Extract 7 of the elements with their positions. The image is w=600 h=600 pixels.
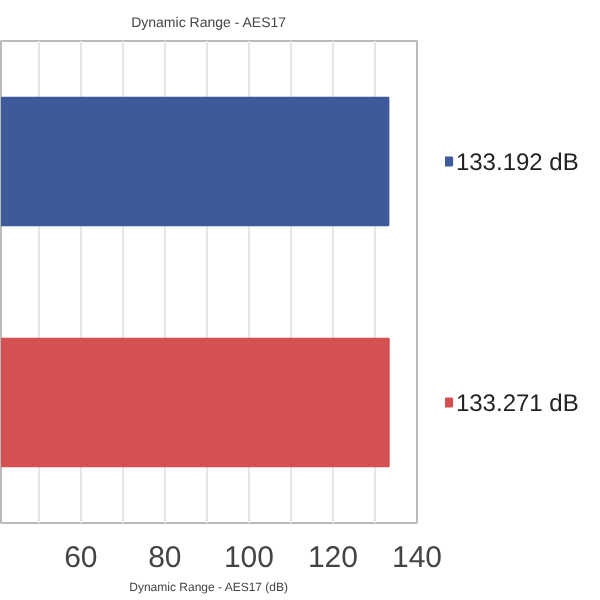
data-label: 133.192 dB: [455, 147, 579, 176]
x-tick-label: 120: [307, 541, 358, 575]
x-tick-label: 140: [391, 541, 443, 575]
data-label: 133.271 dB: [455, 388, 579, 417]
x-tick-label: 100: [223, 541, 274, 575]
x-tick-label: 60: [64, 541, 98, 575]
x-tick-label: 80: [148, 541, 182, 575]
